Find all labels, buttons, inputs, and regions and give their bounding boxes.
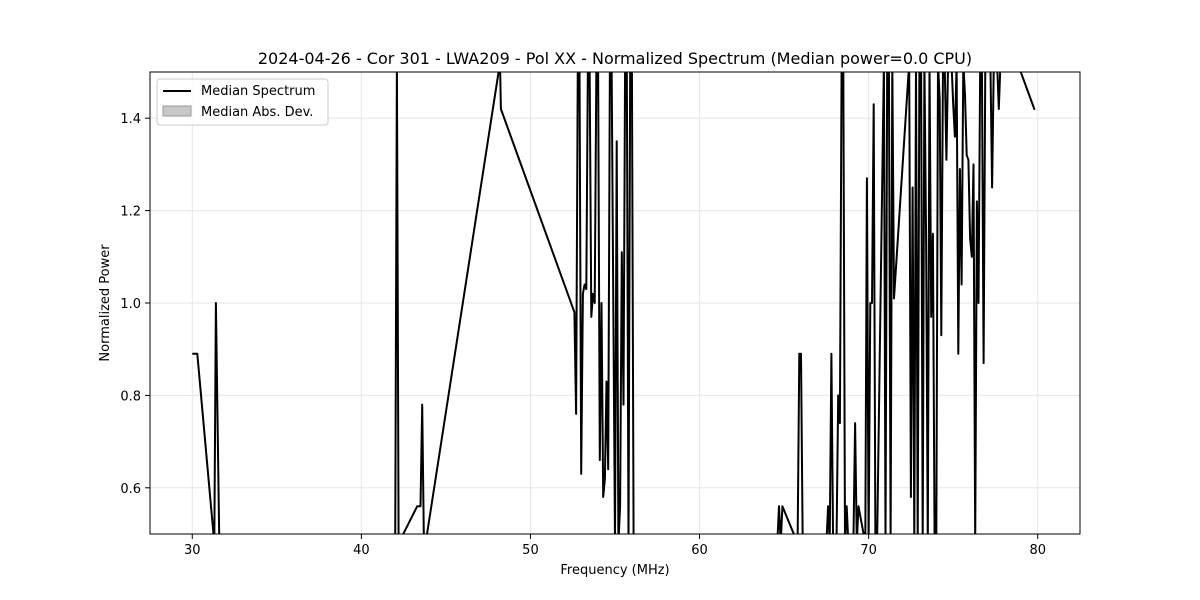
y-tick-label: 1.4 (120, 112, 141, 127)
x-tick-label: 70 (860, 543, 877, 558)
y-tick-label: 0.6 (120, 482, 141, 497)
x-axis-ticks: 30 40 50 60 70 80 (184, 534, 1046, 558)
y-axis-ticks: 0.6 0.8 1.0 1.2 1.4 (120, 112, 150, 497)
x-axis-label: Frequency (MHz) (560, 563, 669, 578)
series-line-median-spectrum (192, 72, 1036, 534)
x-tick-label: 50 (522, 543, 539, 558)
series-group (192, 72, 1036, 534)
legend-entry-median-spectrum: Median Spectrum (201, 84, 315, 99)
legend: Median Spectrum Median Abs. Dev. (156, 78, 329, 126)
x-tick-label: 30 (184, 543, 201, 558)
y-axis-label: Normalized Power (98, 244, 113, 362)
chart-title: 2024-04-26 - Cor 301 - LWA209 - Pol XX -… (258, 49, 972, 68)
x-tick-label: 60 (691, 543, 708, 558)
y-tick-label: 1.0 (120, 297, 141, 312)
y-tick-label: 1.2 (120, 205, 141, 220)
y-tick-label: 0.8 (120, 389, 141, 404)
legend-band-swatch (162, 105, 192, 117)
legend-box (156, 78, 329, 126)
x-tick-label: 40 (353, 543, 370, 558)
x-tick-label: 80 (1029, 543, 1046, 558)
legend-entry-median-abs-dev: Median Abs. Dev. (201, 105, 313, 120)
